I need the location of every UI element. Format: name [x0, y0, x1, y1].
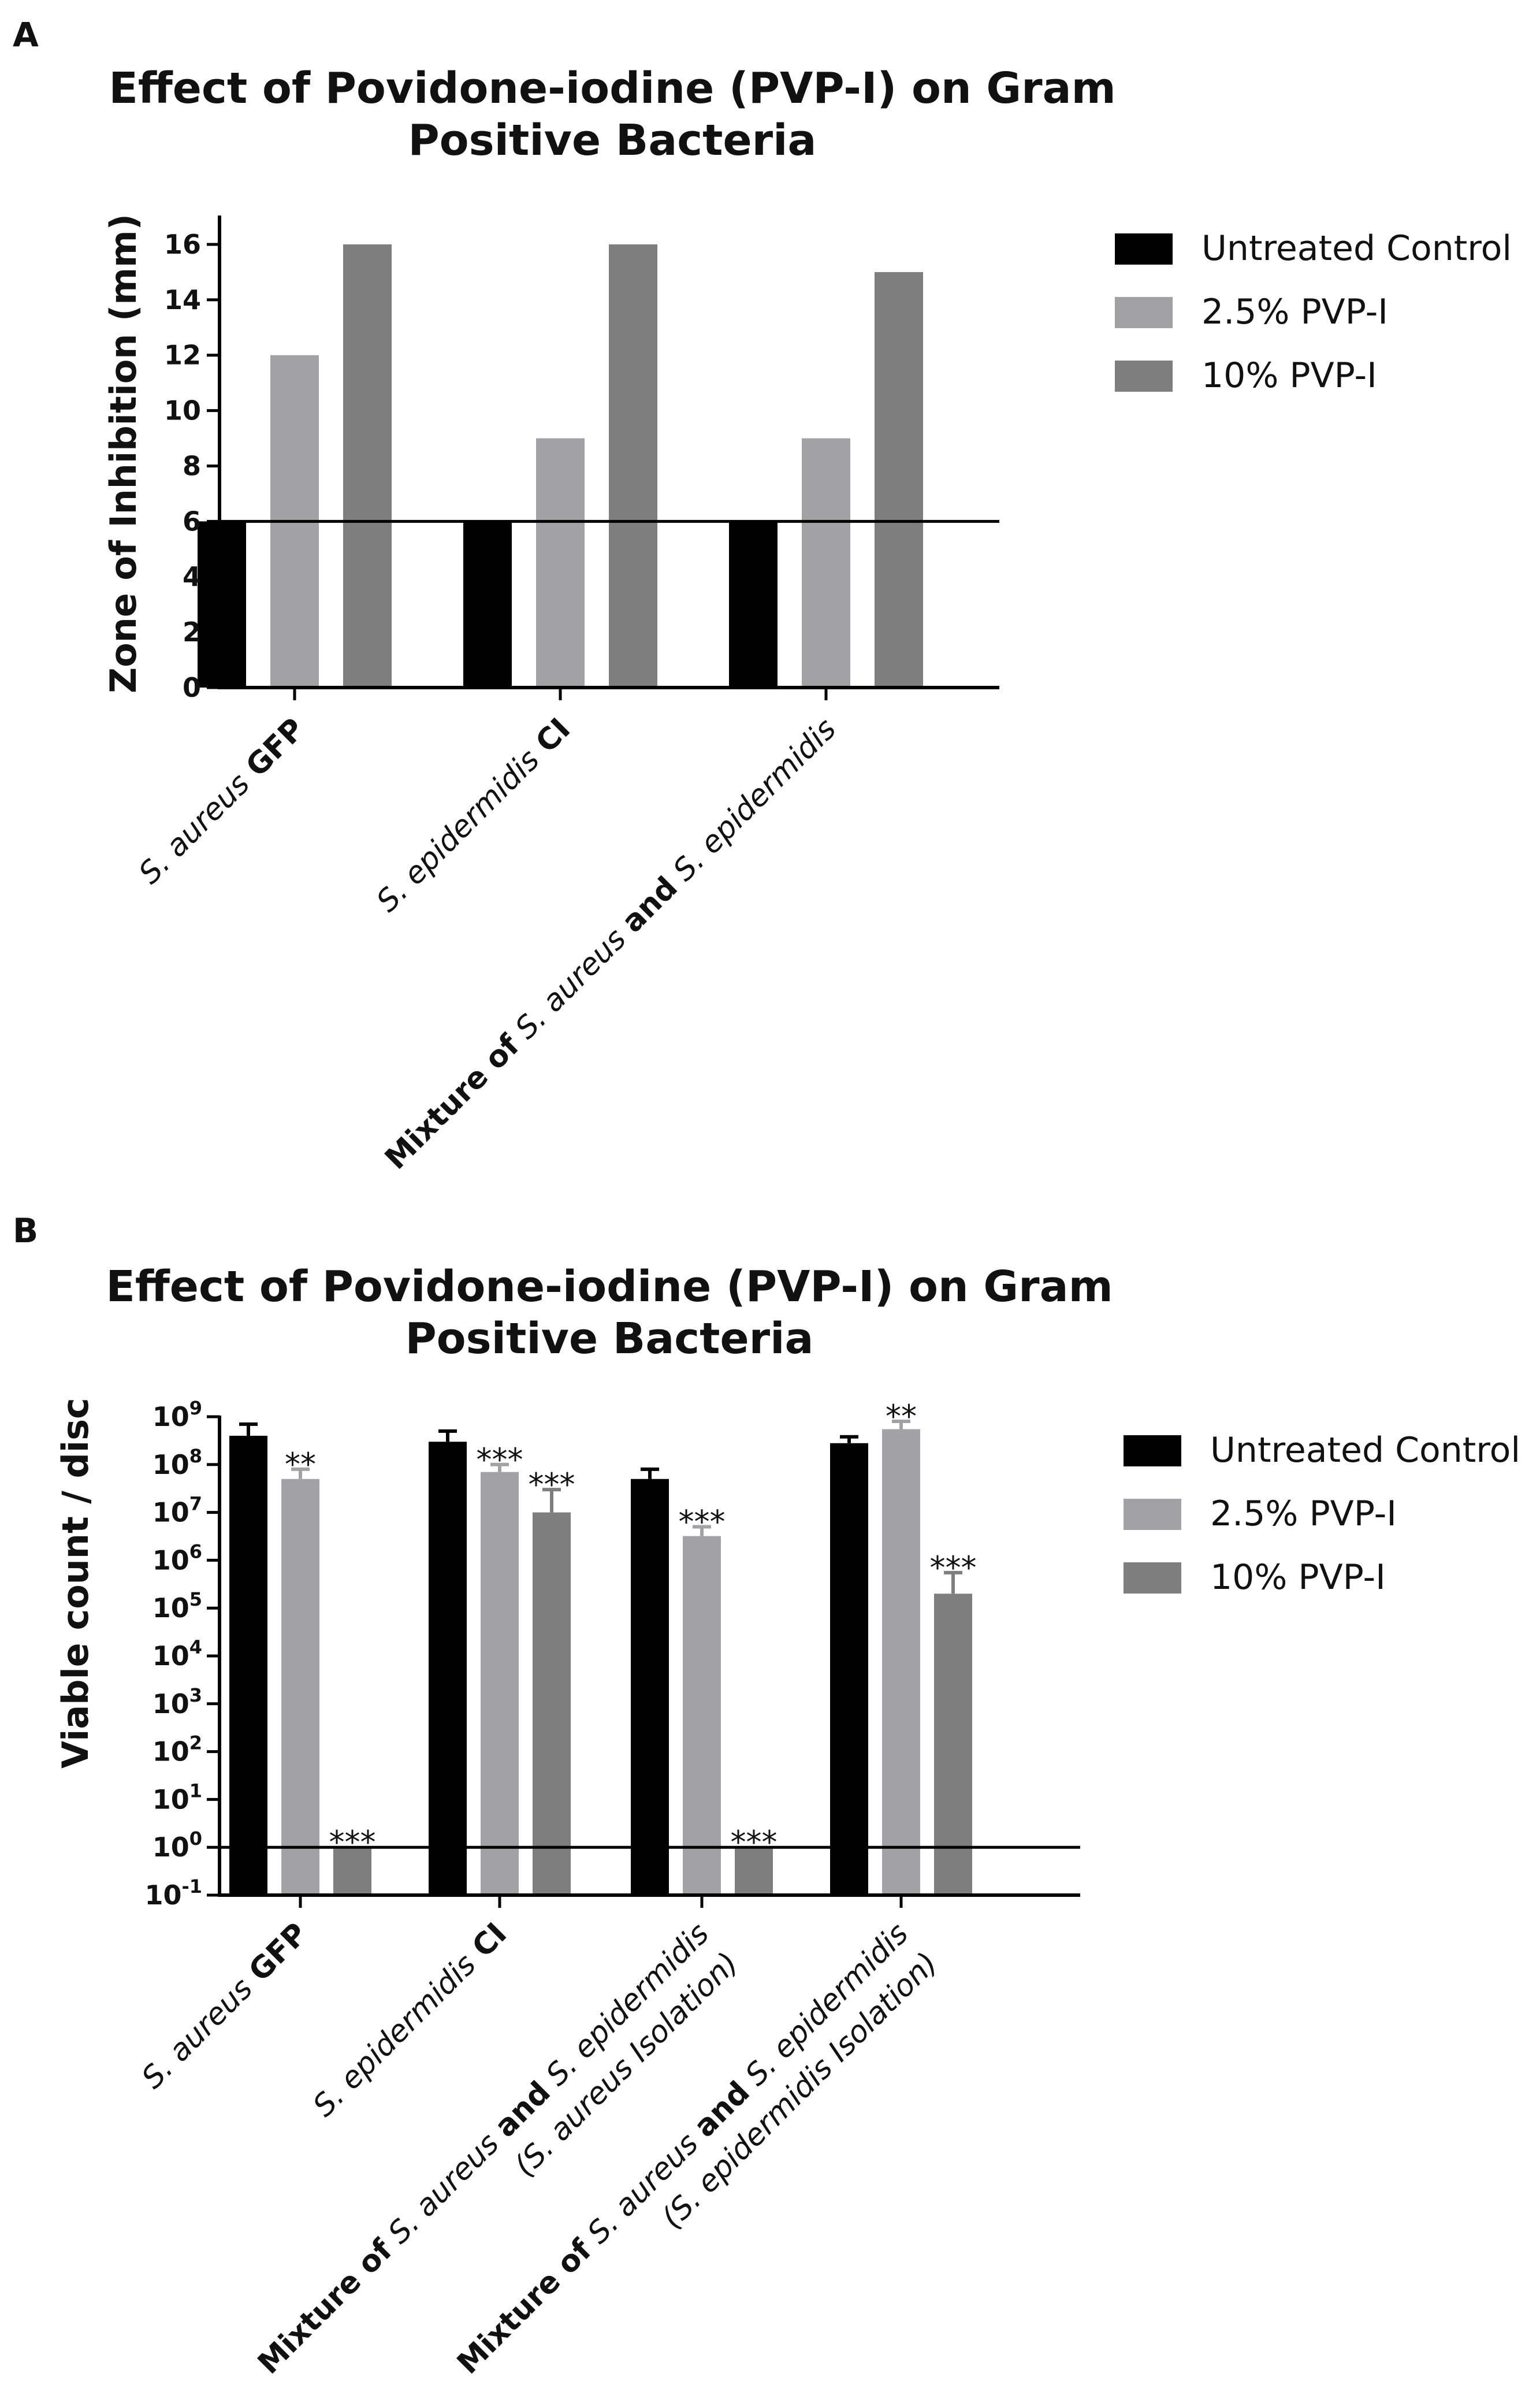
panel-a-bar — [343, 244, 392, 688]
panel-b-category-label-line: Mixture of S. aureus and S. epidermidis — [251, 1917, 716, 2381]
panel-b-y-tick-label: 104 — [152, 1636, 202, 1672]
panel-a: A Effect of Povidone-iodine (PVP-I) on G… — [13, 15, 1512, 1176]
panel-a-category-label: S. epidermidis CI — [370, 712, 578, 919]
panel-b-significance-label: *** — [679, 1504, 726, 1540]
panel-b-significance-label: *** — [930, 1550, 977, 1586]
panel-a-bar — [198, 521, 246, 688]
panel-a-y-ticks: 0 2 4 6 8 10 12 14 16 — [164, 229, 220, 703]
panel-b-bars — [229, 1429, 972, 1895]
panel-b-bar — [229, 1435, 267, 1895]
panel-b-significance-label: *** — [329, 1824, 376, 1860]
panel-b-y-tick-label: 108 — [152, 1445, 202, 1480]
panel-b-bar — [281, 1479, 319, 1895]
panel-b-y-tick-label: 105 — [152, 1588, 202, 1624]
panel-a-y-tick-label: 2 — [183, 616, 201, 648]
panel-b-legend-swatch — [1124, 1562, 1181, 1594]
panel-a-category-label: Mixture of S. aureus and S. epidermidis — [378, 712, 843, 1176]
panel-a-legend-label: Untreated Control — [1202, 228, 1512, 269]
panel-b-y-tick-label: 102 — [152, 1732, 202, 1767]
panel-a-y-tick-label: 0 — [183, 672, 201, 703]
panel-b-significance-label: *** — [731, 1824, 778, 1860]
panel-a-axes — [218, 216, 999, 700]
panel-b-bar — [934, 1594, 972, 1895]
panel-a-bar — [802, 438, 850, 688]
panel-b-bar — [882, 1429, 920, 1895]
panel-a-y-tick-label: 6 — [183, 506, 201, 537]
panel-a-y-tick-label: 8 — [183, 450, 201, 481]
panel-b-bar — [429, 1442, 467, 1895]
panel-a-y-tick-label: 10 — [164, 395, 201, 426]
panel-b: B Effect of Povidone-iodine (PVP-I) on G… — [13, 1211, 1520, 2381]
panel-b-significance-label: ** — [285, 1446, 316, 1483]
panel-a-letter: A — [13, 15, 39, 54]
panel-b-bar — [481, 1472, 519, 1895]
panel-a-legend-swatch — [1115, 297, 1173, 328]
panel-b-y-tick-label: 103 — [152, 1684, 202, 1719]
panel-b-legend-label: Untreated Control — [1210, 1430, 1520, 1470]
panel-a-title-line-1: Effect of Povidone-iodine (PVP-I) on Gra… — [109, 64, 1115, 113]
panel-a-bar — [536, 438, 585, 688]
panel-b-category-label-line: S. epidermidis CI — [307, 1917, 514, 2124]
panel-b-bar — [333, 1847, 371, 1895]
panel-a-category-label: S. aureus GFP — [132, 712, 311, 891]
panel-a-bar — [609, 244, 657, 688]
panel-b-category-label: S. aureus GFP — [135, 1917, 314, 2096]
panel-a-legend: Untreated Control 2.5% PVP-I 10% PVP-I — [1115, 228, 1512, 396]
panel-a-legend-label: 10% PVP-I — [1202, 355, 1377, 396]
panel-a-y-tick-label: 14 — [164, 284, 201, 315]
panel-a-bars — [198, 244, 923, 688]
panel-b-significance-label: ** — [886, 1398, 917, 1435]
panel-b-error-bars — [239, 1420, 962, 1594]
panel-b-y-tick-label: 107 — [152, 1493, 202, 1528]
panel-a-bar — [729, 521, 778, 688]
panel-b-bar — [631, 1479, 669, 1895]
panel-b-bar — [533, 1512, 571, 1895]
panel-b-bar — [683, 1536, 721, 1895]
panel-b-bar — [735, 1847, 773, 1895]
panel-b-legend-label: 10% PVP-I — [1210, 1557, 1386, 1598]
panel-b-legend: Untreated Control 2.5% PVP-I 10% PVP-I — [1124, 1430, 1520, 1598]
panel-b-category-label-line: S. aureus GFP — [135, 1917, 314, 2096]
panel-a-legend-swatch — [1115, 233, 1173, 265]
panel-b-legend-swatch — [1124, 1499, 1181, 1530]
panel-a-y-tick-label: 4 — [183, 561, 201, 592]
panel-b-y-tick-label: 101 — [152, 1780, 202, 1815]
panel-a-legend-label: 2.5% PVP-I — [1202, 292, 1388, 332]
panel-a-legend-swatch — [1115, 361, 1173, 392]
panel-b-letter: B — [13, 1211, 38, 1250]
panel-b-y-axis-title: Viable count / disc — [54, 1398, 96, 1769]
panel-b-legend-label: 2.5% PVP-I — [1210, 1494, 1397, 1534]
panel-b-title-line-2: Positive Bacteria — [406, 1314, 814, 1364]
panel-b-y-tick-label: 109 — [152, 1397, 202, 1432]
panel-b-y-tick-label: 106 — [152, 1540, 202, 1576]
panel-b-title-line-1: Effect of Povidone-iodine (PVP-I) on Gra… — [106, 1262, 1113, 1312]
panel-a-bar — [875, 272, 923, 688]
panel-b-y-tick-label: 10-1 — [144, 1875, 202, 1911]
panel-b-y-tick-label: 100 — [152, 1828, 202, 1863]
panel-b-significance-label: *** — [529, 1466, 575, 1503]
panel-a-bar — [463, 521, 512, 688]
panel-b-category-label: S. epidermidis CI — [307, 1917, 514, 2124]
panel-b-significance-labels: ** ******************** — [285, 1398, 977, 1860]
panel-b-y-ticks: 10-1 100 101 102 103 104 105 106 107 108 109 — [144, 1397, 220, 1911]
panel-a-title-line-2: Positive Bacteria — [408, 116, 817, 165]
panel-a-y-axis-title: Zone of Inhibition (mm) — [102, 214, 144, 693]
panel-a-y-tick-label: 12 — [164, 340, 201, 371]
panel-b-legend-swatch — [1124, 1435, 1181, 1466]
panel-a-y-tick-label: 16 — [164, 229, 201, 260]
panel-b-significance-label: *** — [477, 1442, 523, 1478]
panel-b-bar — [830, 1443, 868, 1895]
